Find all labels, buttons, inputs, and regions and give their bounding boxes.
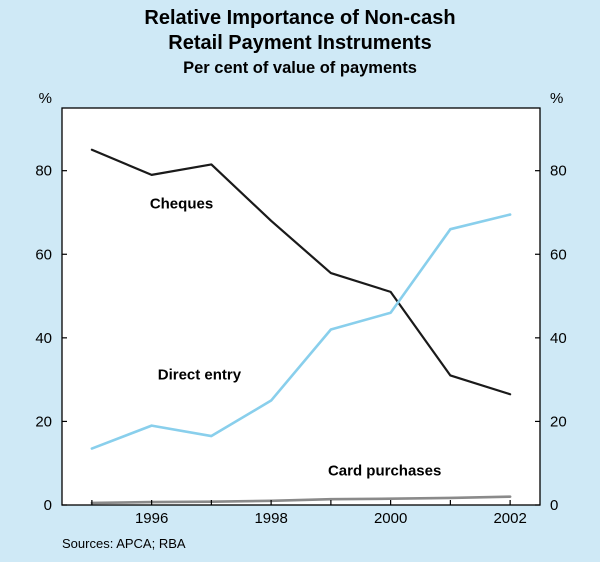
chart-header: Relative Importance of Non-cash Retail P… [0,6,600,80]
y-tick-label-right: 20 [550,413,567,430]
y-tick-label-right: 0 [550,497,558,514]
source-note: Sources: APCA; RBA [62,536,186,551]
y-tick-label-left: 80 [35,163,52,180]
series-line-direct-entry [90,213,512,450]
y-tick-label-left: 0 [44,497,52,514]
y-tick-label-right: 80 [550,163,567,180]
x-tick-label: 2002 [493,510,526,527]
y-tick-label-left: 20 [35,413,52,430]
series-line-card-purchases [90,495,512,505]
x-tick-label: 2000 [374,510,407,527]
plot-frame [61,107,541,506]
unit-label-right: % [550,90,563,107]
series-line-cheques [90,148,512,396]
series-label-cheques: Cheques [150,195,213,212]
y-tick-label-left: 40 [35,330,52,347]
y-tick-label-right: 60 [550,246,567,263]
y-tick-label-right: 40 [550,330,567,347]
y-tick-label-left: 60 [35,246,52,263]
unit-label-left: % [39,90,52,107]
x-tick-label: 1998 [254,510,287,527]
plot-area [62,108,540,505]
series-label-direct-entry: Direct entry [158,367,242,384]
chart-title-line2: Retail Payment Instruments [168,32,432,54]
x-tick-label: 1996 [135,510,168,527]
series-label-card-purchases: Card purchases [328,463,441,480]
chart-title-line1: Relative Importance of Non-cash [144,7,456,29]
chart-subtitle: Per cent of value of payments [183,59,417,77]
